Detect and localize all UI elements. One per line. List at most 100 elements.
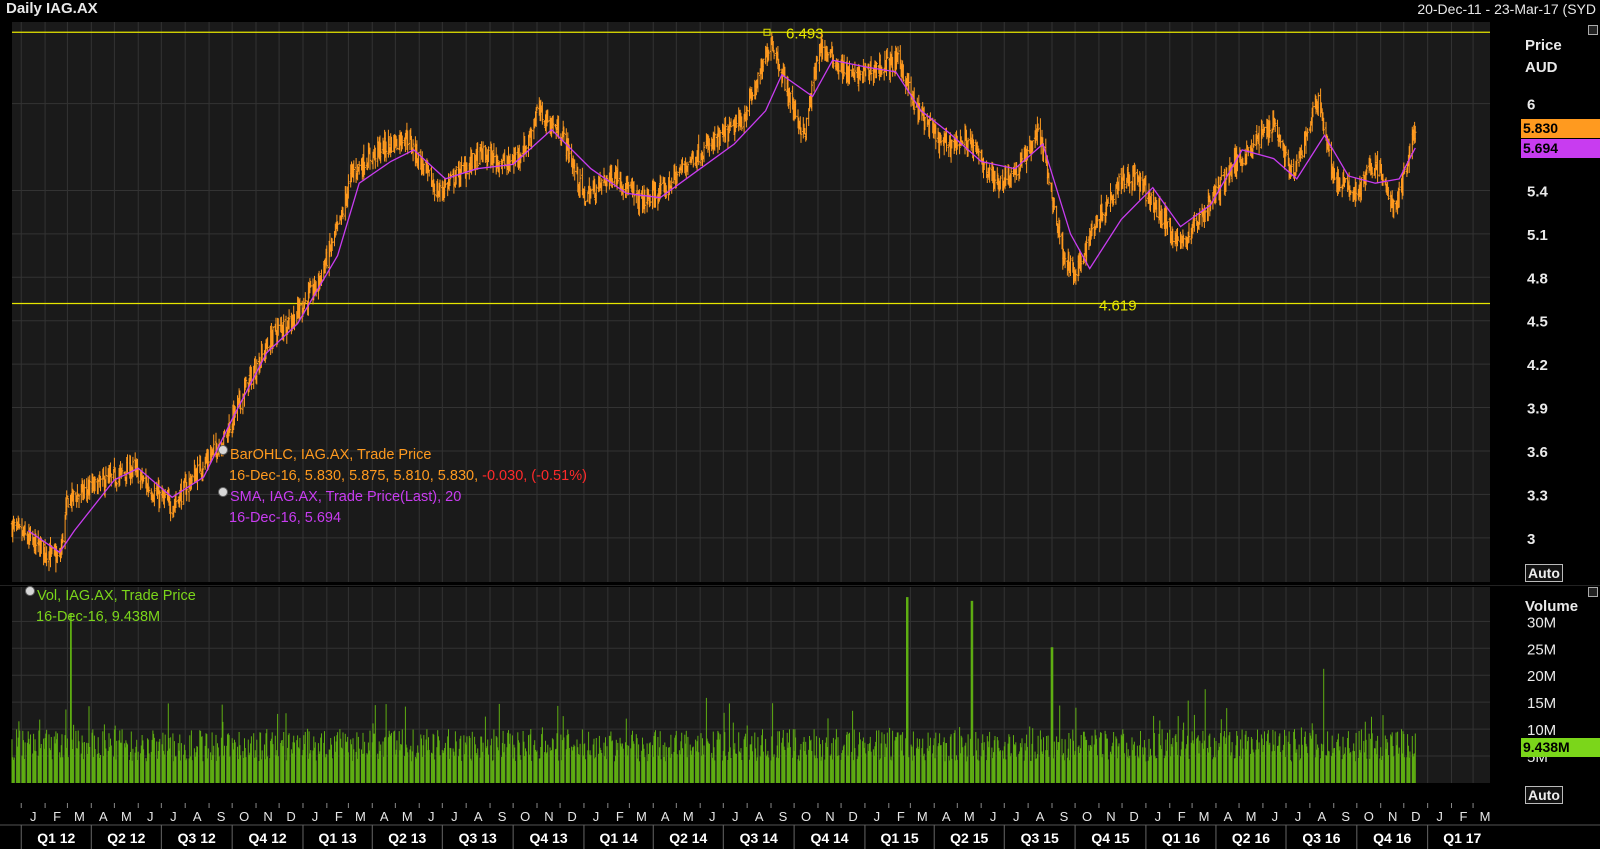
month-label: M <box>917 809 928 824</box>
month-label: A <box>474 809 483 824</box>
quarter-label: Q4 14 <box>810 830 848 846</box>
month-label: M <box>74 809 85 824</box>
ohlc-bar <box>740 116 743 131</box>
price-tick-label: 3 <box>1527 531 1535 548</box>
month-label: O <box>239 809 249 824</box>
price-panel-menu-icon[interactable] <box>1588 25 1598 35</box>
ohlc-bar <box>164 489 167 499</box>
ohlc-bar <box>1160 208 1164 229</box>
ohlc-bar <box>675 171 679 184</box>
month-label: N <box>1388 809 1397 824</box>
ohlc-bar <box>627 181 630 195</box>
ohlc-bar <box>789 92 792 113</box>
month-label: M <box>636 809 647 824</box>
ohlc-bar <box>643 189 646 214</box>
price-auto-scale-button[interactable]: Auto <box>1525 564 1563 582</box>
month-label: O <box>1082 809 1092 824</box>
ohlc-bar <box>1284 145 1288 157</box>
price-tick-label: 5.1 <box>1527 227 1548 244</box>
ohlc-bar <box>374 147 377 169</box>
ohlc-bar <box>1117 173 1121 191</box>
currency-unit-label: AUD <box>1525 59 1558 76</box>
month-label: N <box>1106 809 1115 824</box>
price-tick-label: 3.3 <box>1527 487 1548 504</box>
ohlc-bar <box>1241 158 1245 167</box>
month-label: S <box>217 809 226 824</box>
ohlc-bar <box>1333 168 1336 181</box>
ohlc-bar <box>1055 205 1058 226</box>
quarter-label: Q4 13 <box>529 830 567 846</box>
ohlc-bar <box>1069 255 1072 276</box>
month-label: F <box>335 809 343 824</box>
ohlc-bar <box>541 101 544 125</box>
ohlc-bar <box>1171 228 1174 249</box>
ohlc-bar <box>999 175 1002 190</box>
ohlc-bar <box>379 142 382 164</box>
ohlc-bar <box>923 117 927 131</box>
ohlc-bar <box>56 550 59 564</box>
price-panel[interactable]: 3 3.3 3.6 3.9 4.2 4.5 4.8 5.1 5.4 6 6.493 4.619 <box>0 20 1600 585</box>
month-label: J <box>1436 809 1443 824</box>
ohlc-bar <box>821 39 824 60</box>
volume-bars-group <box>11 597 1416 783</box>
ohlc-bar <box>331 238 334 251</box>
ohlc-bar <box>535 104 539 111</box>
volume-auto-scale-button[interactable]: Auto <box>1525 786 1563 804</box>
month-label: J <box>709 809 716 824</box>
month-label: F <box>897 809 905 824</box>
ohlc-bar <box>1304 126 1308 154</box>
month-label: O <box>801 809 811 824</box>
ohlc-bar <box>401 135 404 150</box>
ohlc-bar <box>185 482 188 502</box>
bar-series-toggle-icon[interactable] <box>218 445 228 455</box>
ohlc-bar <box>115 482 118 492</box>
ohlc-bar <box>988 164 991 183</box>
volume-tick-label: 30M <box>1527 614 1556 631</box>
ohlc-bar <box>93 476 97 492</box>
quarter-label: Q2 15 <box>950 830 988 846</box>
ohlc-bar <box>436 178 439 202</box>
volume-panel-menu-icon[interactable] <box>1588 587 1598 597</box>
price-tick-label: 4.8 <box>1527 270 1548 287</box>
ohlc-bar <box>1371 166 1374 179</box>
month-label: O <box>1364 809 1374 824</box>
ohlc-bar <box>384 141 388 162</box>
ohlc-bar <box>142 475 145 482</box>
ohlc-bar <box>1177 236 1180 241</box>
ohlc-bar <box>1252 134 1255 148</box>
ohlc-bar <box>799 127 803 143</box>
ohlc-bar <box>1214 178 1218 203</box>
month-label: S <box>779 809 788 824</box>
sma-series-toggle-icon[interactable] <box>218 487 228 497</box>
ohlc-bar <box>972 139 975 162</box>
ohlc-bar <box>104 466 108 488</box>
ohlc-bar <box>719 129 722 146</box>
ohlc-bar <box>1139 172 1142 192</box>
price-tick-label: 5.4 <box>1527 183 1549 200</box>
ohlc-bar <box>1338 177 1342 192</box>
ohlc-bar <box>956 135 959 150</box>
month-label: J <box>170 809 177 824</box>
month-label: M <box>1480 809 1491 824</box>
ohlc-bar <box>1093 226 1097 236</box>
ohlc-bar <box>147 486 151 493</box>
ohlc-bar <box>896 46 900 65</box>
ohlc-bar <box>589 188 593 199</box>
month-label: M <box>683 809 694 824</box>
ohlc-bar <box>891 57 894 77</box>
ohlc-bar <box>573 159 576 181</box>
ohlc-bar <box>250 366 253 390</box>
ohlc-bar <box>460 156 463 174</box>
month-label: F <box>1178 809 1186 824</box>
ohlc-bar <box>1387 186 1390 200</box>
month-label: A <box>193 809 202 824</box>
ohlc-bar <box>879 65 883 78</box>
volume-series-toggle-icon[interactable] <box>25 586 35 596</box>
volume-tick-label: 20M <box>1527 668 1556 685</box>
chart-title: Daily IAG.AX <box>6 0 98 17</box>
ohlc-bar <box>1155 200 1158 218</box>
bar-series-name: BarOHLC, IAG.AX, Trade Price <box>230 447 432 463</box>
